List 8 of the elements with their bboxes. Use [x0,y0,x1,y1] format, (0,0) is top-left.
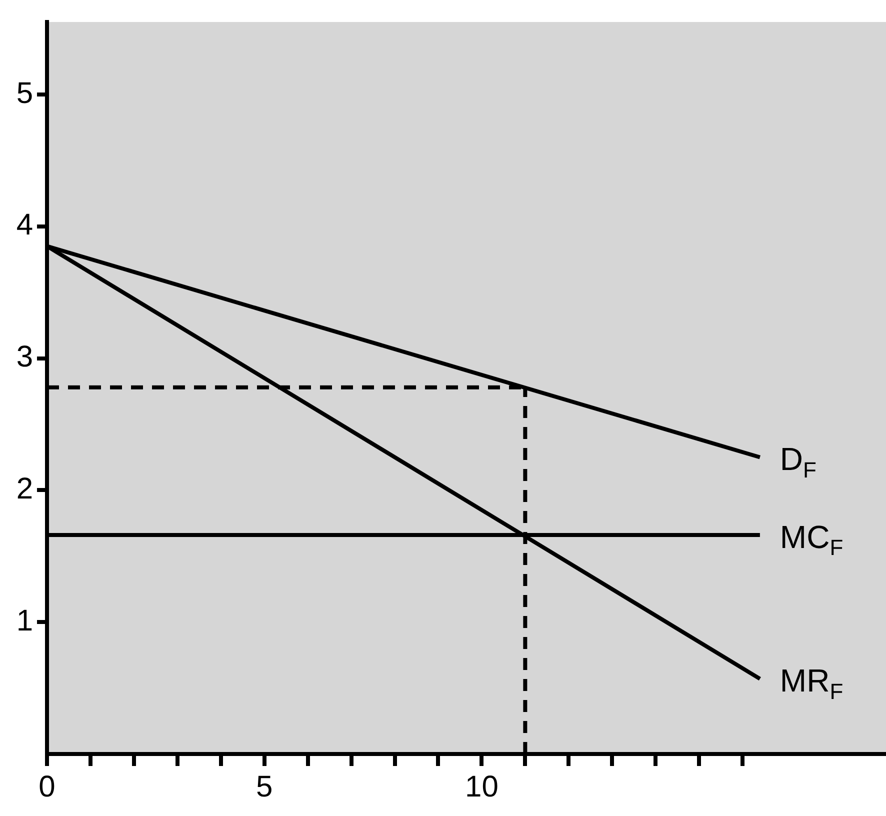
y-tick-label: 1 [16,604,33,638]
x-tick-label: 5 [256,770,273,804]
y-tick-label: 4 [16,208,33,242]
y-tick-label: 3 [16,340,33,374]
x-tick-label: 0 [38,770,56,804]
x-tick-label: 10 [465,770,498,804]
y-tick-label: 2 [16,472,33,506]
y-tick-label: 5 [16,76,33,110]
